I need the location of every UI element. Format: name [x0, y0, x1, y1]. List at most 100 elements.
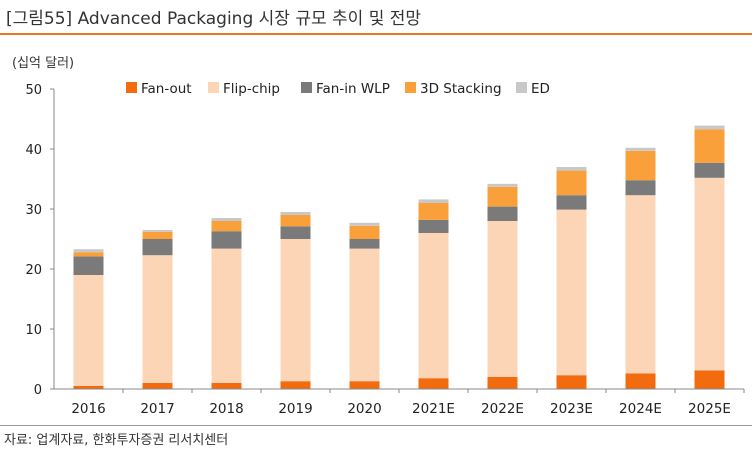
y-tick-label: 50 [25, 83, 42, 98]
bar-segment-flip-chip [280, 239, 311, 382]
legend-swatch [208, 82, 219, 93]
bar-segment-3d-stacking [73, 252, 104, 257]
x-tick-label: 2017 [140, 401, 174, 417]
bar-segment-3d-stacking [349, 225, 380, 239]
source-note: 자료: 업계자료, 한화투자증권 리서치센터 [4, 433, 229, 448]
bar-segment-fan-out [349, 381, 380, 389]
y-tick-label: 20 [25, 263, 42, 278]
legend-label: Fan-out [141, 81, 192, 97]
bar-segment-ed [487, 183, 518, 187]
bar-segment-fan-in-wlp [418, 219, 449, 233]
bar-segment-ed [625, 147, 656, 151]
bar-segment-fan-out [487, 377, 518, 389]
bar-segment-3d-stacking [487, 186, 518, 207]
bar-segment-flip-chip [418, 233, 449, 379]
bar-segment-3d-stacking [211, 221, 242, 232]
bar-segment-flip-chip [625, 195, 656, 374]
legend-label: 3D Stacking [420, 81, 502, 97]
bar-segment-flip-chip [556, 209, 587, 376]
legend-swatch [301, 82, 312, 93]
bar-segment-fan-in-wlp [487, 206, 518, 221]
x-axis: 2016 2017 2018 2019 2020 2021E 2022E 2023E 2024E… [54, 388, 745, 417]
bar-stack-2018 [211, 218, 242, 389]
legend-swatch [405, 82, 416, 93]
bar-segment-fan-out [142, 383, 173, 389]
legend-item: Fan-in WLP [301, 81, 390, 97]
bar-segment-ed [142, 230, 173, 232]
bar-segment-ed [694, 125, 725, 130]
bar-segment-fan-in-wlp [625, 180, 656, 196]
bar-segment-fan-out [211, 383, 242, 389]
x-tick-label: 2019 [278, 401, 312, 417]
source-divider [0, 425, 752, 426]
y-tick-label: 40 [25, 143, 42, 158]
bar-segment-3d-stacking [625, 150, 656, 181]
bar-segment-3d-stacking [556, 170, 587, 196]
bar-segment-ed [349, 222, 380, 226]
y-tick-label: 10 [25, 323, 42, 338]
legend-label: Flip-chip [223, 81, 280, 97]
x-tick-label: 2018 [209, 401, 243, 417]
bar-segment-fan-out [418, 378, 449, 389]
bar-segment-ed [280, 212, 311, 215]
bar-segment-3d-stacking [418, 203, 449, 220]
bar-segment-ed [73, 249, 104, 253]
x-tick-label: 2021E [412, 401, 455, 417]
y-axis-unit-label: (십억 달러) [12, 56, 75, 71]
bar-stack-group [73, 125, 725, 389]
title-divider [0, 33, 752, 35]
bar-segment-fan-in-wlp [280, 226, 311, 239]
bar-segment-fan-out [625, 373, 656, 389]
x-tick-label: 2022E [481, 401, 524, 417]
bar-stack-2019 [280, 212, 311, 389]
bar-stack-2017 [142, 230, 173, 389]
bar-segment-fan-in-wlp [73, 256, 104, 275]
bar-segment-flip-chip [349, 248, 380, 382]
legend-label: Fan-in WLP [316, 81, 390, 97]
bar-stack-2021E [418, 199, 449, 389]
bar-segment-fan-in-wlp [142, 239, 173, 256]
bar-stack-2023E [556, 167, 587, 389]
bar-segment-3d-stacking [142, 231, 173, 239]
legend-item: ED [516, 81, 550, 97]
bar-stack-2020 [349, 222, 380, 389]
bar-segment-fan-in-wlp [211, 231, 242, 249]
bar-segment-flip-chip [211, 248, 242, 383]
legend-label: ED [531, 81, 550, 97]
x-tick-label: 2016 [71, 401, 105, 417]
legend-swatch [516, 82, 527, 93]
x-tick-label: 2020 [347, 401, 381, 417]
bar-stack-2022E [487, 183, 518, 389]
bar-segment-3d-stacking [280, 215, 311, 227]
bar-segment-flip-chip [142, 255, 173, 383]
bar-segment-fan-in-wlp [349, 239, 380, 249]
legend-item: Fan-out [126, 81, 192, 97]
legend-item: 3D Stacking [405, 81, 502, 97]
bar-segment-fan-out [280, 381, 311, 389]
y-axis: 0 10 20 30 40 50 [25, 83, 55, 398]
bar-segment-flip-chip [487, 221, 518, 377]
bar-segment-fan-out [73, 386, 104, 389]
figure-title: [그림55] Advanced Packaging 시장 규모 추이 및 전망 [6, 9, 422, 29]
x-tick-label: 2024E [619, 401, 662, 417]
bar-segment-flip-chip [694, 177, 725, 371]
bar-segment-ed [211, 218, 242, 221]
legend-swatch [126, 82, 137, 93]
bar-stack-2025E [694, 125, 725, 389]
stacked-bar-chart: Fan-out Flip-chip Fan-in WLP 3D Stacking ED … [25, 81, 745, 417]
y-tick-label: 0 [34, 383, 42, 398]
bar-segment-fan-in-wlp [556, 195, 587, 210]
bar-segment-ed [556, 167, 587, 171]
x-tick-label: 2025E [688, 401, 731, 417]
y-tick-label: 30 [25, 203, 42, 218]
bar-segment-fan-out [556, 375, 587, 389]
chart-legend: Fan-out Flip-chip Fan-in WLP 3D Stacking ED [126, 81, 550, 97]
legend-item: Flip-chip [208, 81, 280, 97]
bar-segment-fan-in-wlp [694, 162, 725, 178]
bar-segment-fan-out [694, 370, 725, 389]
x-tick-label: 2023E [550, 401, 593, 417]
bar-stack-2016 [73, 249, 104, 389]
bar-segment-ed [418, 199, 449, 203]
bar-segment-flip-chip [73, 275, 104, 386]
bar-stack-2024E [625, 147, 656, 389]
